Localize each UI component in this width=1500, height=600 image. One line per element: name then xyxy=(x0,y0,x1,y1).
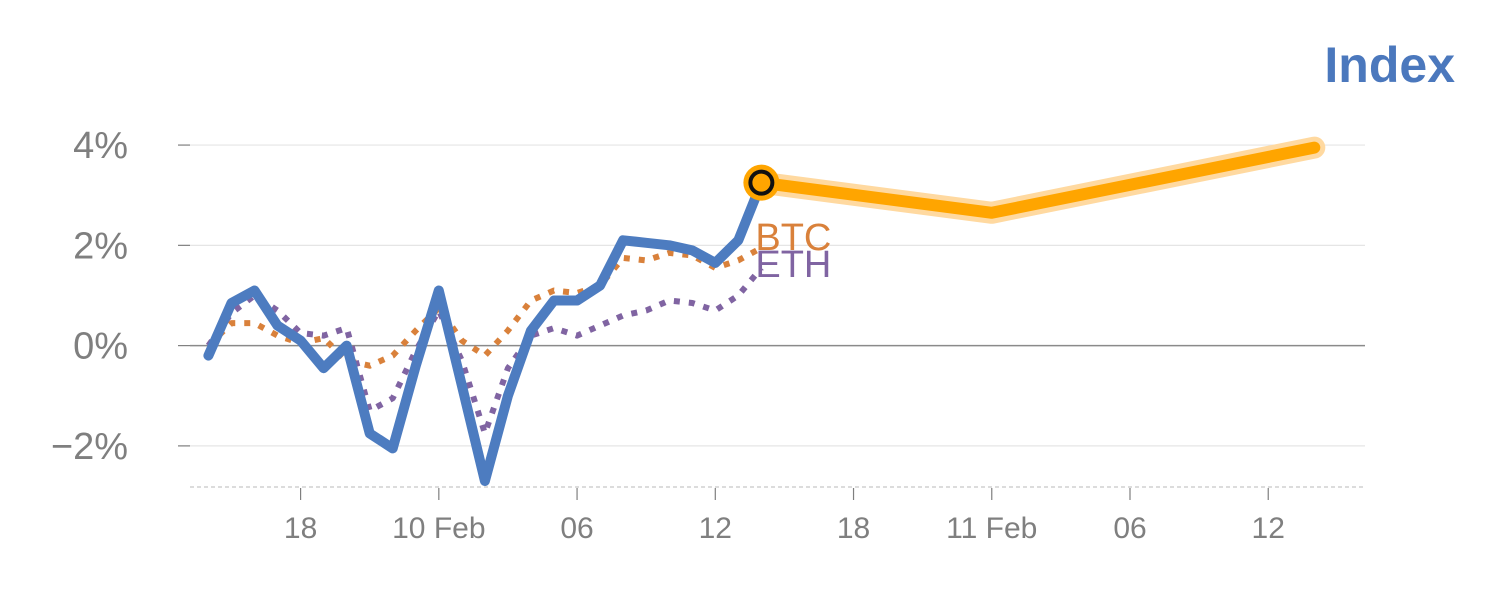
y-tick-label: 2% xyxy=(73,225,128,267)
forecast-layer xyxy=(743,136,1326,224)
x-tick-label: 06 xyxy=(1113,512,1146,545)
index-line xyxy=(203,177,767,486)
y-tick-label: 4% xyxy=(73,125,128,167)
x-tick-label: 10 Feb xyxy=(392,512,485,545)
index-layer xyxy=(203,177,767,486)
y-tick-label: −2% xyxy=(51,426,128,468)
x-tick-label: 06 xyxy=(560,512,593,545)
x-tick-label: 18 xyxy=(284,512,317,545)
series-line-eth xyxy=(205,265,764,437)
x-tick-label: 11 Feb xyxy=(946,512,1037,545)
forecast-line xyxy=(755,141,1321,219)
x-tick-label: 12 xyxy=(1252,512,1285,545)
marker-point xyxy=(748,169,775,196)
x-axis: 18 10 Feb 06 12 18 11 Feb 06 12 xyxy=(190,486,1365,545)
y-tick-label: 0% xyxy=(73,326,128,368)
chart-title: Index xyxy=(1324,37,1455,93)
series-label-btc: BTC xyxy=(755,217,831,259)
x-tick-label: 18 xyxy=(837,512,870,545)
series-label-eth: ETH xyxy=(755,244,831,286)
x-tick-label: 12 xyxy=(699,512,732,545)
y-axis: 4% 2% 0% −2% xyxy=(51,125,190,468)
series-layer xyxy=(205,245,764,437)
series-line-btc xyxy=(206,245,763,369)
